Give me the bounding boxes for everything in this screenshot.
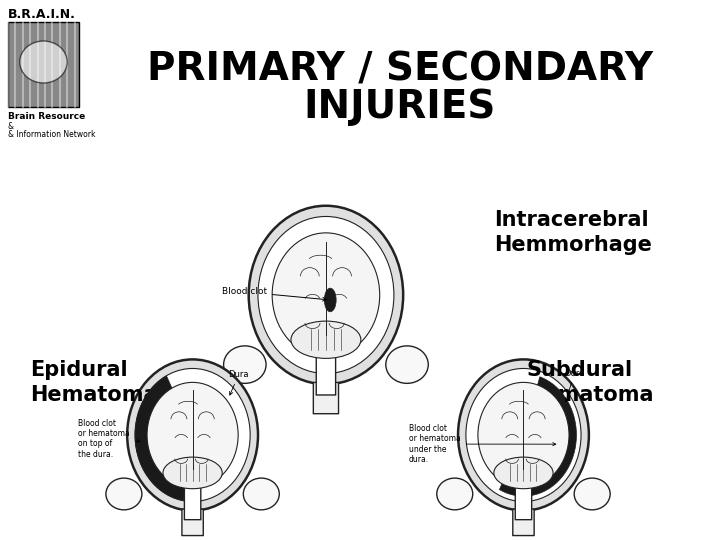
Text: Blood clot
or hematoma
under the
dura.: Blood clot or hematoma under the dura. [409, 424, 556, 464]
Text: Blood clot
or hematoma
on top of
the dura.: Blood clot or hematoma on top of the dur… [78, 418, 140, 459]
Ellipse shape [106, 478, 142, 510]
Ellipse shape [291, 321, 361, 359]
FancyBboxPatch shape [513, 509, 534, 536]
Ellipse shape [248, 206, 403, 384]
Text: &: & [8, 122, 14, 131]
Ellipse shape [437, 478, 473, 510]
Ellipse shape [478, 382, 569, 488]
Ellipse shape [466, 368, 581, 502]
Ellipse shape [224, 346, 266, 383]
Ellipse shape [163, 457, 222, 489]
Text: INJURIES: INJURIES [304, 88, 496, 126]
FancyBboxPatch shape [8, 22, 79, 107]
Ellipse shape [574, 478, 610, 510]
Text: Dura: Dura [564, 368, 585, 402]
Ellipse shape [458, 360, 589, 511]
Ellipse shape [494, 457, 553, 489]
Polygon shape [135, 376, 186, 501]
Ellipse shape [258, 217, 394, 374]
Text: Subdural
Hematoma: Subdural Hematoma [526, 360, 654, 405]
Ellipse shape [147, 382, 238, 488]
FancyBboxPatch shape [316, 340, 336, 395]
Text: Blood clot: Blood clot [222, 287, 326, 301]
Ellipse shape [272, 233, 379, 357]
Text: B.R.A.I.N.: B.R.A.I.N. [8, 8, 76, 21]
Ellipse shape [19, 41, 67, 83]
Text: Dura: Dura [228, 370, 249, 395]
Ellipse shape [324, 288, 336, 312]
Ellipse shape [243, 478, 279, 510]
Text: Intracerebral
Hemmorhage: Intracerebral Hemmorhage [494, 210, 652, 255]
Ellipse shape [386, 346, 428, 383]
Polygon shape [500, 377, 577, 496]
FancyBboxPatch shape [184, 473, 201, 519]
Text: Epidural
Hematoma: Epidural Hematoma [30, 360, 157, 405]
Ellipse shape [135, 368, 250, 502]
FancyBboxPatch shape [182, 509, 203, 536]
Text: Brain Resource: Brain Resource [8, 112, 85, 121]
Text: & Information Network: & Information Network [8, 130, 96, 139]
Text: PRIMARY / SECONDARY: PRIMARY / SECONDARY [147, 50, 653, 88]
FancyBboxPatch shape [516, 473, 531, 519]
Ellipse shape [127, 360, 258, 511]
FancyBboxPatch shape [313, 382, 338, 414]
